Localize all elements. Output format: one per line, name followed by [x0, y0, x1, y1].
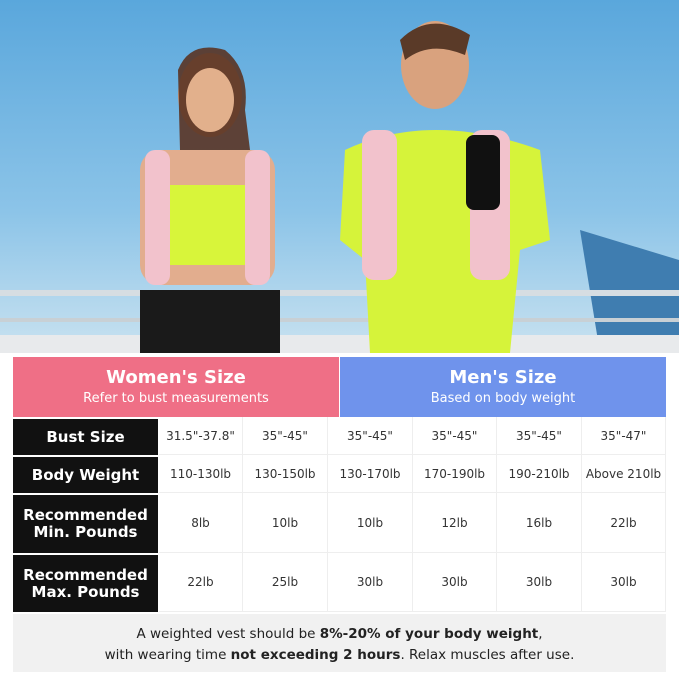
table-cell: 30lb [328, 553, 413, 612]
table-cell: 190-210lb [497, 455, 582, 493]
photo-illustration [0, 21, 679, 353]
table-cell: 12lb [413, 493, 497, 553]
table-cell: 22lb [159, 553, 243, 612]
railing-lower [0, 318, 679, 322]
usage-note-line-1: A weighted vest should be 8%-20% of your… [13, 624, 666, 645]
ground [0, 335, 679, 353]
table-cell: 8lb [159, 493, 243, 553]
table-cell: 31.5"-37.8" [159, 417, 243, 455]
mens-size-title: Men's Size [449, 367, 557, 388]
note-text: . Relax muscles after use. [400, 647, 575, 663]
table-cell: 35"-45" [328, 417, 413, 455]
womens-size-subtitle: Refer to bust measurements [83, 391, 269, 406]
table-cell: 22lb [582, 493, 666, 553]
table-cell: 10lb [243, 493, 328, 553]
table-cell: 35"-45" [413, 417, 497, 455]
note-text: with wearing time [104, 647, 231, 663]
hero-photo-runners [0, 0, 679, 353]
table-cell: 35"-47" [582, 417, 666, 455]
table-cell: 30lb [413, 553, 497, 612]
note-text: A weighted vest should be [136, 626, 320, 642]
table-cell: 16lb [497, 493, 582, 553]
table-cell: 25lb [243, 553, 328, 612]
usage-note-line-2: with wearing time not exceeding 2 hours.… [13, 645, 666, 666]
railing [0, 290, 679, 296]
table-cell: 35"-45" [497, 417, 582, 455]
row-label: Body Weight [13, 457, 158, 493]
table-cell: Above 210lb [582, 455, 666, 493]
table-cell: 130-150lb [243, 455, 328, 493]
table-cell: 10lb [328, 493, 413, 553]
table-cell: 35"-45" [243, 417, 328, 455]
table-cell: 30lb [497, 553, 582, 612]
womens-size-title: Women's Size [106, 367, 246, 388]
note-bold: not exceeding 2 hours [230, 647, 401, 663]
row-label: Recommended Min. Pounds [13, 495, 158, 553]
womens-size-header: Women's Size Refer to bust measurements [13, 357, 339, 417]
row-label: Recommended Max. Pounds [13, 555, 158, 612]
table-cell: 170-190lb [413, 455, 497, 493]
mens-size-header: Men's Size Based on body weight [340, 357, 666, 417]
note-bold: 8%-20% of your body weight [319, 626, 539, 642]
mens-size-subtitle: Based on body weight [430, 391, 576, 406]
table-cell: 130-170lb [328, 455, 413, 493]
table-cell: 110-130lb [159, 455, 243, 493]
woman-runner [140, 47, 280, 353]
table-cell: 30lb [582, 553, 666, 612]
man-runner [340, 21, 550, 353]
note-text: , [538, 626, 543, 642]
usage-note: A weighted vest should be 8%-20% of your… [13, 614, 666, 672]
row-label: Bust Size [13, 419, 158, 455]
